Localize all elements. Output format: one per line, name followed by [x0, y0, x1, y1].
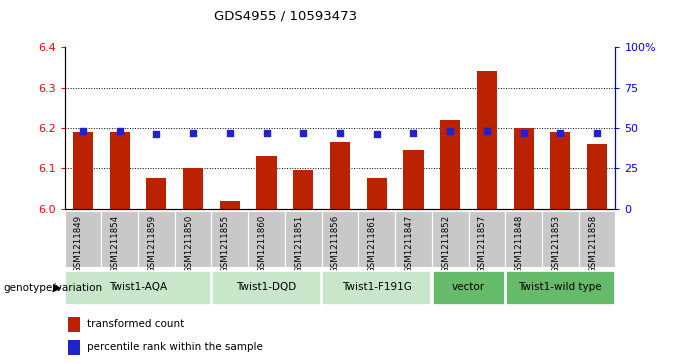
Bar	[432, 270, 505, 305]
Bar	[542, 211, 579, 267]
Text: percentile rank within the sample: percentile rank within the sample	[87, 342, 263, 352]
Text: GSM1211853: GSM1211853	[551, 215, 560, 273]
Bar	[322, 270, 431, 305]
Bar	[73, 132, 93, 209]
Text: GDS4955 / 10593473: GDS4955 / 10593473	[214, 9, 357, 22]
Point	[114, 128, 125, 134]
Text: GSM1211852: GSM1211852	[441, 215, 450, 273]
Point	[188, 130, 199, 136]
Bar	[109, 132, 130, 209]
Bar	[395, 211, 432, 267]
Bar	[440, 120, 460, 209]
Bar	[175, 211, 211, 267]
Bar	[65, 270, 211, 305]
Bar	[330, 142, 350, 209]
Point	[78, 128, 88, 134]
Text: Twist1-wild type: Twist1-wild type	[519, 282, 602, 292]
Point	[371, 131, 382, 137]
Bar	[146, 179, 167, 209]
Point	[555, 130, 566, 136]
Bar	[65, 211, 101, 267]
Bar	[67, 339, 80, 355]
Text: ▶: ▶	[53, 283, 61, 293]
Bar	[579, 211, 615, 267]
Point	[261, 130, 272, 136]
Bar	[248, 211, 285, 267]
Bar	[477, 72, 497, 209]
Text: GSM1211850: GSM1211850	[184, 215, 193, 273]
Text: Twist1-DQD: Twist1-DQD	[237, 282, 296, 292]
Bar	[211, 211, 248, 267]
Point	[224, 130, 235, 136]
Point	[481, 128, 492, 134]
Point	[592, 130, 602, 136]
Point	[408, 130, 419, 136]
Point	[151, 131, 162, 137]
Text: transformed count: transformed count	[87, 319, 184, 330]
Bar	[293, 170, 313, 209]
Bar	[506, 270, 615, 305]
Text: GSM1211847: GSM1211847	[405, 215, 413, 273]
Bar	[183, 168, 203, 209]
Text: Twist1-AQA: Twist1-AQA	[109, 282, 167, 292]
Bar	[285, 211, 322, 267]
Text: GSM1211851: GSM1211851	[294, 215, 303, 273]
Bar	[322, 211, 358, 267]
Point	[518, 130, 529, 136]
Text: GSM1211861: GSM1211861	[368, 215, 377, 273]
Bar	[432, 211, 469, 267]
Point	[298, 130, 309, 136]
Bar	[256, 156, 277, 209]
Text: GSM1211854: GSM1211854	[111, 215, 120, 273]
Text: GSM1211849: GSM1211849	[74, 215, 83, 273]
Bar	[403, 150, 424, 209]
Text: GSM1211855: GSM1211855	[221, 215, 230, 273]
Bar	[67, 317, 80, 332]
Bar	[587, 144, 607, 209]
Text: vector: vector	[452, 282, 485, 292]
Text: GSM1211860: GSM1211860	[258, 215, 267, 273]
Bar	[138, 211, 175, 267]
Bar	[550, 132, 571, 209]
Bar	[220, 201, 240, 209]
Bar	[358, 211, 395, 267]
Bar	[505, 211, 542, 267]
Text: GSM1211858: GSM1211858	[588, 215, 597, 273]
Bar	[513, 128, 534, 209]
Text: Twist1-F191G: Twist1-F191G	[342, 282, 411, 292]
Bar	[469, 211, 505, 267]
Point	[445, 128, 456, 134]
Text: GSM1211859: GSM1211859	[148, 215, 156, 273]
Text: GSM1211856: GSM1211856	[331, 215, 340, 273]
Bar	[367, 179, 387, 209]
Text: GSM1211857: GSM1211857	[478, 215, 487, 273]
Point	[335, 130, 345, 136]
Bar	[212, 270, 321, 305]
Bar	[101, 211, 138, 267]
Text: GSM1211848: GSM1211848	[515, 215, 524, 273]
Text: genotype/variation: genotype/variation	[3, 283, 103, 293]
